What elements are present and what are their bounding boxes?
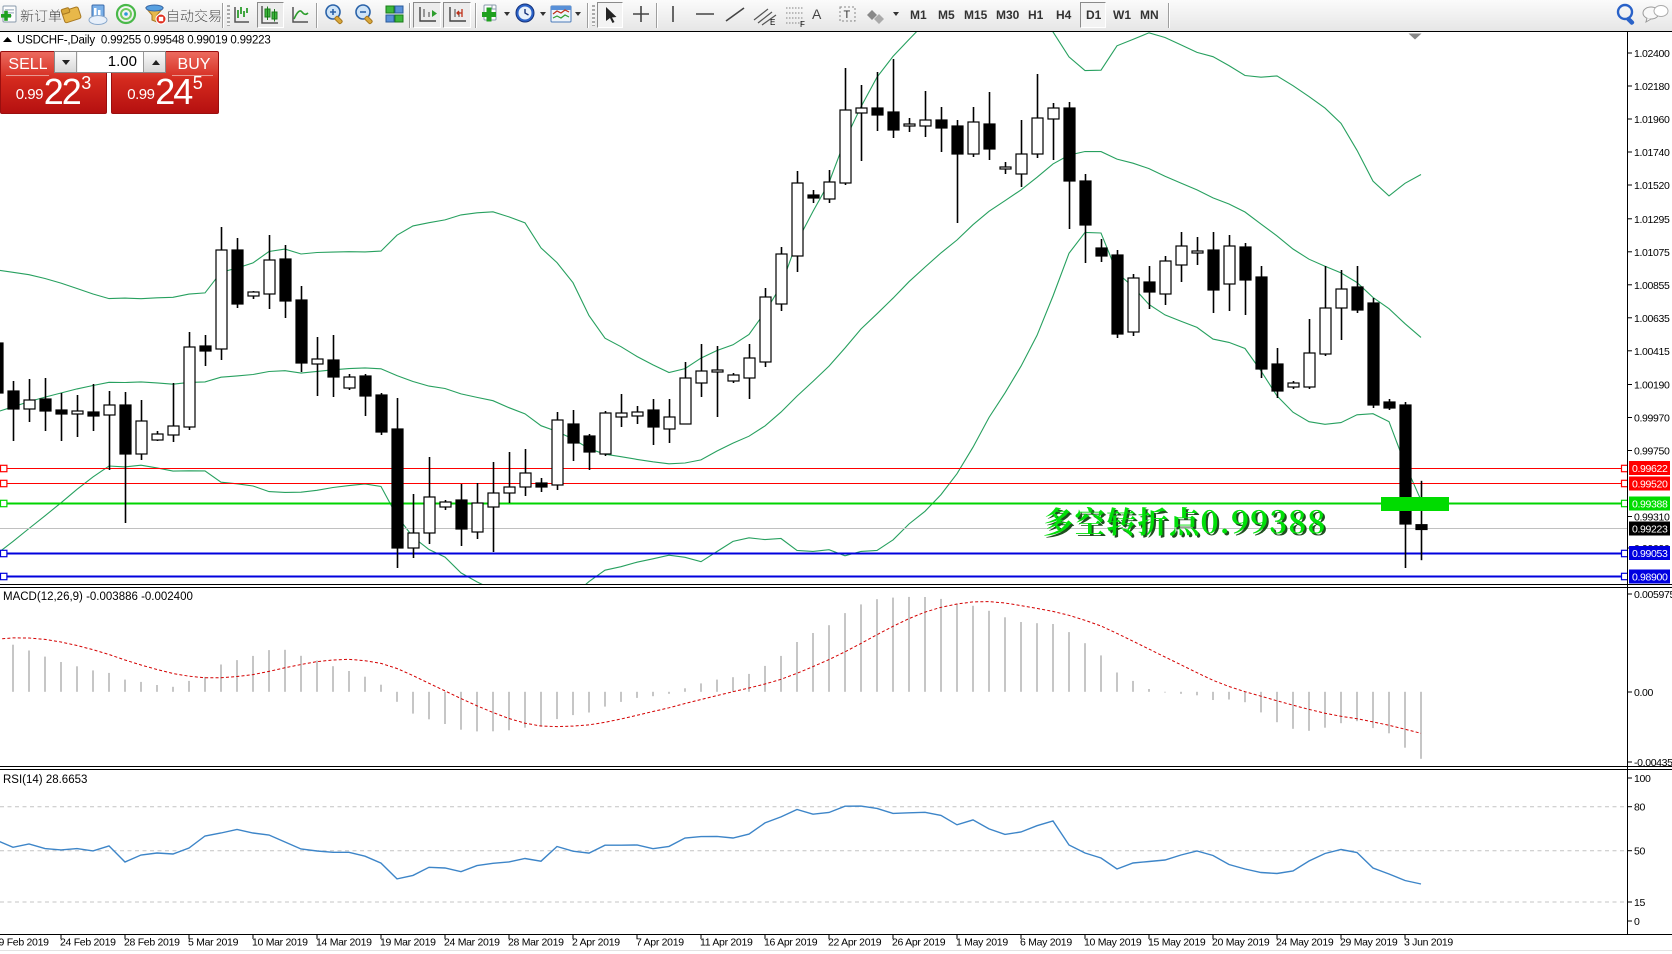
- svg-text:RSI(14) 28.6653: RSI(14) 28.6653: [3, 774, 87, 786]
- svg-text:24 May 2019: 24 May 2019: [1276, 937, 1334, 949]
- svg-text:0: 0: [1634, 916, 1640, 928]
- svg-text:0.99520: 0.99520: [1632, 479, 1668, 491]
- svg-text:1.00855: 1.00855: [1634, 280, 1670, 292]
- svg-text:16 Apr 2019: 16 Apr 2019: [764, 937, 818, 949]
- svg-text:0.99223: 0.99223: [1632, 524, 1668, 536]
- svg-text:-0.004355: -0.004355: [1634, 757, 1672, 769]
- svg-text:19 Feb 2019: 19 Feb 2019: [0, 937, 49, 949]
- svg-text:0.99622: 0.99622: [1632, 463, 1668, 475]
- svg-text:1.00415: 1.00415: [1634, 346, 1670, 358]
- svg-text:19 Mar 2019: 19 Mar 2019: [380, 937, 436, 949]
- svg-text:0.99750: 0.99750: [1634, 446, 1670, 458]
- svg-text:14 Mar 2019: 14 Mar 2019: [316, 937, 372, 949]
- svg-text:15: 15: [1634, 897, 1645, 909]
- svg-text:10 Mar 2019: 10 Mar 2019: [252, 937, 308, 949]
- svg-text:1.02180: 1.02180: [1634, 81, 1670, 93]
- svg-text:1.00635: 1.00635: [1634, 313, 1670, 325]
- svg-text:1.01960: 1.01960: [1634, 114, 1670, 126]
- svg-text:0.99388: 0.99388: [1632, 499, 1668, 511]
- svg-text:E: E: [770, 18, 775, 27]
- svg-text:29 May 2019: 29 May 2019: [1340, 937, 1398, 949]
- svg-text:2 Apr 2019: 2 Apr 2019: [572, 937, 620, 949]
- svg-text:F: F: [800, 20, 805, 29]
- svg-text:0.00: 0.00: [1634, 687, 1654, 699]
- svg-text:USDCHF-,Daily 0.99255 0.99548: USDCHF-,Daily 0.99255 0.99548 0.99019 0.…: [17, 35, 271, 47]
- svg-text:11 Apr 2019: 11 Apr 2019: [700, 937, 753, 949]
- svg-text:7 Apr 2019: 7 Apr 2019: [636, 937, 684, 949]
- svg-text:0.99053: 0.99053: [1632, 548, 1668, 560]
- svg-text:80: 80: [1634, 802, 1645, 814]
- svg-text:100: 100: [1634, 773, 1651, 785]
- svg-text:50: 50: [1634, 846, 1645, 858]
- svg-text:28 Feb 2019: 28 Feb 2019: [124, 937, 180, 949]
- svg-text:24 Mar 2019: 24 Mar 2019: [444, 937, 500, 949]
- svg-text:T: T: [844, 9, 851, 21]
- svg-text:28 Mar 2019: 28 Mar 2019: [508, 937, 564, 949]
- svg-text:1.01740: 1.01740: [1634, 147, 1670, 159]
- svg-text:26 Apr 2019: 26 Apr 2019: [892, 937, 946, 949]
- svg-text:24 Feb 2019: 24 Feb 2019: [60, 937, 116, 949]
- svg-text:1.00190: 1.00190: [1634, 380, 1670, 392]
- svg-text:6 May 2019: 6 May 2019: [1020, 937, 1072, 949]
- svg-text:10 May 2019: 10 May 2019: [1084, 937, 1142, 949]
- svg-text:1.02400: 1.02400: [1634, 48, 1670, 60]
- svg-text:MACD(12,26,9) -0.003886 -0.002: MACD(12,26,9) -0.003886 -0.002400: [3, 591, 193, 603]
- svg-text:0.99310: 0.99310: [1634, 512, 1670, 524]
- svg-text:1.01295: 1.01295: [1634, 214, 1670, 226]
- svg-text:1.01520: 1.01520: [1634, 180, 1670, 192]
- svg-text:1.01075: 1.01075: [1634, 247, 1670, 259]
- svg-text:22 Apr 2019: 22 Apr 2019: [828, 937, 882, 949]
- svg-text:1 May 2019: 1 May 2019: [956, 937, 1008, 949]
- svg-text:20 May 2019: 20 May 2019: [1212, 937, 1270, 949]
- svg-text:0.98900: 0.98900: [1632, 572, 1668, 584]
- svg-text:5 Mar 2019: 5 Mar 2019: [188, 937, 239, 949]
- svg-text:15 May 2019: 15 May 2019: [1148, 937, 1206, 949]
- svg-text:3 Jun 2019: 3 Jun 2019: [1404, 937, 1453, 949]
- svg-text:A: A: [812, 6, 822, 22]
- svg-text:0.005975: 0.005975: [1634, 589, 1672, 601]
- svg-text:0.99970: 0.99970: [1634, 413, 1670, 425]
